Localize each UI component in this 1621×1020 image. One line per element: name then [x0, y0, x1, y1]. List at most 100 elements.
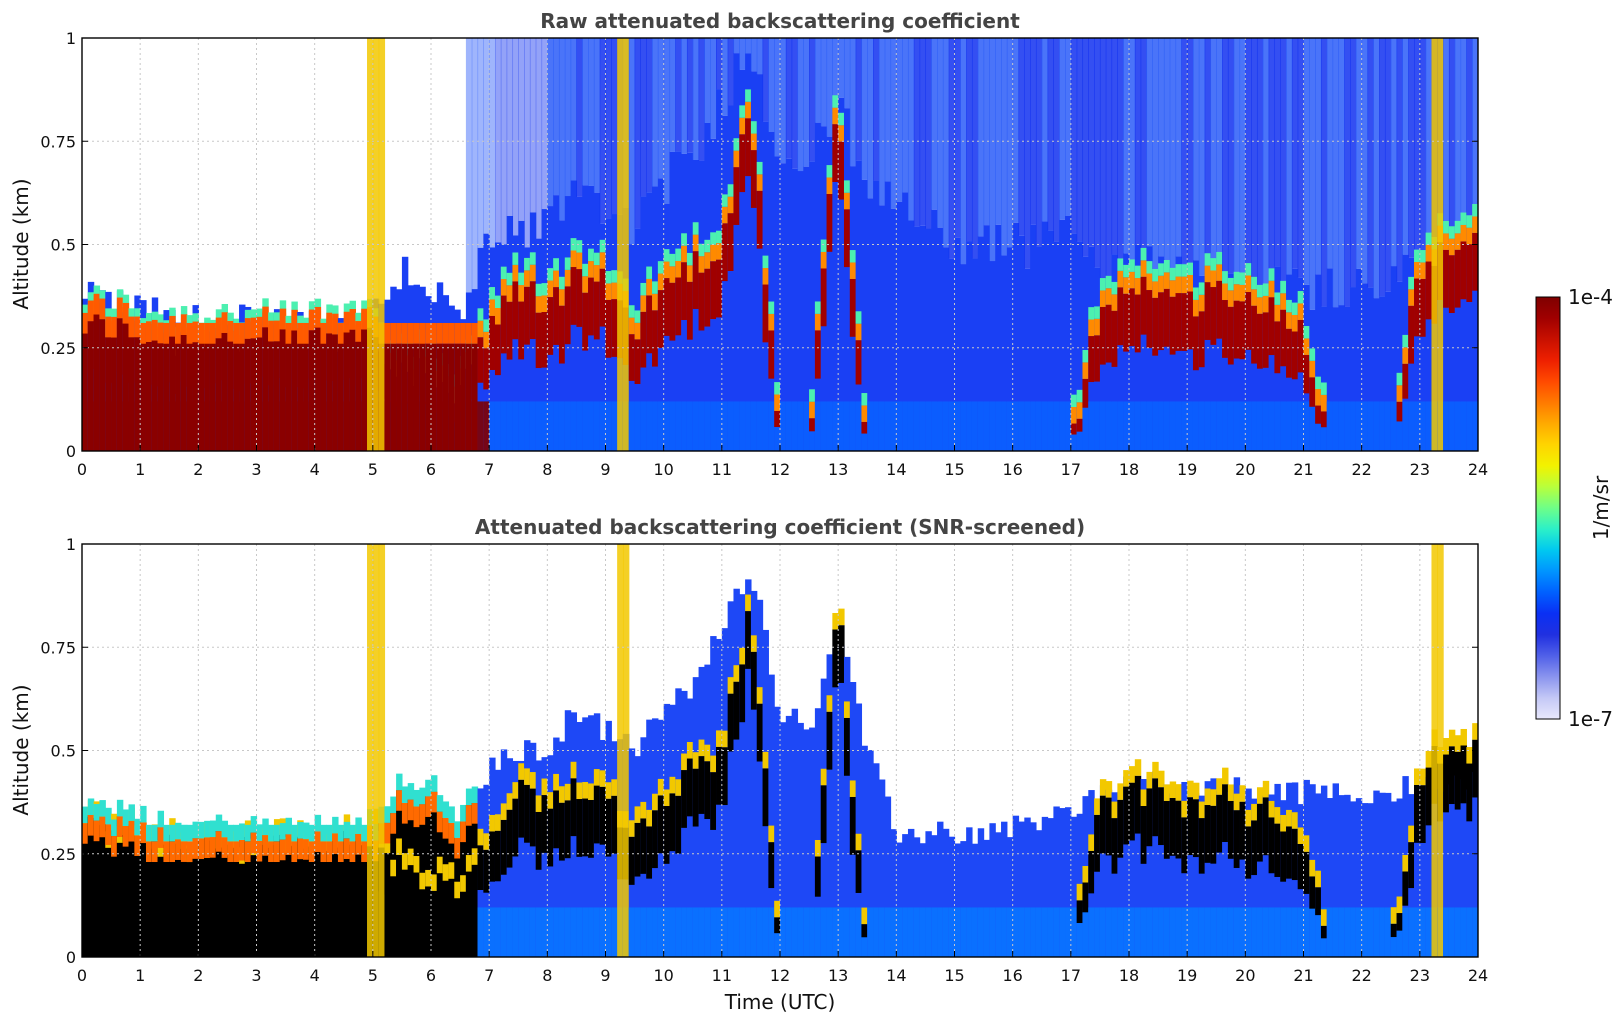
heatmap-column	[1158, 38, 1165, 451]
heatmap-column	[524, 740, 531, 957]
heatmap-column	[1466, 38, 1473, 451]
heatmap-column	[809, 727, 816, 957]
heatmap-column	[407, 783, 415, 957]
heatmap-column	[1158, 770, 1165, 957]
heatmap-column	[87, 798, 95, 957]
y-tick-label: 0.5	[51, 742, 76, 761]
heatmap-column	[1396, 38, 1403, 451]
heatmap-column	[716, 38, 723, 451]
heatmap-column	[1396, 798, 1403, 957]
heatmap-column	[384, 806, 391, 957]
heatmap-column	[977, 828, 985, 957]
heatmap-column	[558, 38, 566, 451]
heatmap-column	[937, 38, 944, 451]
heatmap-column	[1303, 38, 1310, 451]
heatmap-column	[1448, 38, 1456, 451]
top-x-ticks: 0 1 2 3 4 5 6 7 8 9 10 11 12 13 14 15 16 17 18 19 20 21 22 23 24	[77, 445, 1488, 479]
heatmap-column	[483, 38, 490, 451]
heatmap-column	[919, 38, 927, 451]
heatmap-column	[308, 824, 316, 957]
heatmap-column	[1233, 38, 1241, 451]
heatmap-column	[1181, 781, 1188, 957]
x-tick-label: 9	[600, 460, 610, 479]
heatmap-column	[1350, 38, 1357, 451]
heatmap-column	[413, 284, 420, 451]
heatmap-column	[343, 814, 351, 957]
heatmap-column	[1018, 38, 1025, 451]
heatmap-column	[180, 824, 188, 957]
heatmap-column	[1425, 751, 1433, 957]
heatmap-column	[337, 824, 345, 957]
bottom-heatmap-panel: 0 1 2 3 4 5 6 7 8 9 10 11 12 13 14 15 16 17 18 19 20 21 22 23 24…	[40, 535, 1488, 985]
heatmap-column	[372, 38, 380, 451]
heatmap-column	[215, 309, 223, 451]
y-tick-label: 0.25	[40, 845, 76, 864]
y-tick-label: 0.5	[51, 236, 76, 255]
heatmap-column	[1286, 782, 1293, 957]
heatmap-column	[704, 38, 711, 451]
heatmap-column	[186, 315, 194, 451]
heatmap-column	[878, 779, 886, 957]
heatmap-column	[640, 38, 647, 451]
heatmap-column	[285, 315, 292, 451]
heatmap-column	[1402, 776, 1409, 957]
heatmap-column	[361, 300, 368, 451]
heatmap-column	[494, 769, 502, 957]
x-tick-label: 8	[542, 460, 552, 479]
x-tick-label: 23	[1410, 966, 1430, 985]
heatmap-column	[1454, 735, 1462, 957]
heatmap-column	[1076, 813, 1084, 957]
heatmap-column	[116, 289, 124, 451]
heatmap-column	[669, 704, 676, 957]
heatmap-column	[1431, 38, 1438, 451]
x-tick-label: 22	[1351, 966, 1371, 985]
heatmap-column	[913, 837, 921, 957]
heatmap-column	[1390, 38, 1398, 451]
heatmap-column	[221, 303, 229, 451]
heatmap-column	[605, 720, 612, 957]
heatmap-column	[704, 664, 711, 957]
heatmap-column	[611, 38, 618, 451]
heatmap-column	[343, 303, 351, 451]
heatmap-column	[1414, 768, 1421, 957]
heatmap-column	[442, 295, 450, 451]
heatmap-column	[733, 588, 740, 957]
heatmap-column	[1245, 38, 1252, 451]
heatmap-column	[1303, 779, 1310, 957]
heatmap-column	[314, 298, 322, 451]
heatmap-column	[87, 281, 95, 451]
x-tick-label: 19	[1177, 460, 1197, 479]
heatmap-column	[774, 38, 781, 451]
heatmap-column	[192, 305, 199, 451]
heatmap-column	[471, 786, 479, 957]
heatmap-column	[82, 298, 89, 451]
heatmap-column	[1315, 38, 1322, 451]
heatmap-column	[1355, 798, 1363, 957]
heatmap-column	[419, 787, 426, 957]
heatmap-column	[268, 824, 275, 957]
heatmap-column	[896, 38, 903, 451]
heatmap-column	[739, 38, 746, 451]
heatmap-column	[1105, 38, 1113, 451]
heatmap-column	[442, 801, 450, 957]
heatmap-column	[268, 312, 275, 451]
heatmap-column	[262, 818, 269, 957]
heatmap-column	[780, 722, 787, 957]
heatmap-column	[1338, 795, 1345, 957]
heatmap-column	[524, 38, 531, 451]
heatmap-column	[1129, 38, 1136, 451]
heatmap-column	[942, 38, 950, 451]
heatmap-column	[809, 38, 816, 451]
heatmap-column	[727, 38, 735, 451]
heatmap-column	[1163, 38, 1171, 451]
x-tick-label: 5	[368, 966, 378, 985]
heatmap-column	[1222, 38, 1229, 451]
heatmap-column	[273, 309, 281, 451]
heatmap-column	[1169, 38, 1177, 451]
heatmap-column	[180, 306, 188, 451]
heatmap-column	[209, 319, 217, 451]
heatmap-column	[1472, 723, 1478, 957]
heatmap-column	[628, 748, 636, 957]
heatmap-column	[460, 804, 467, 957]
